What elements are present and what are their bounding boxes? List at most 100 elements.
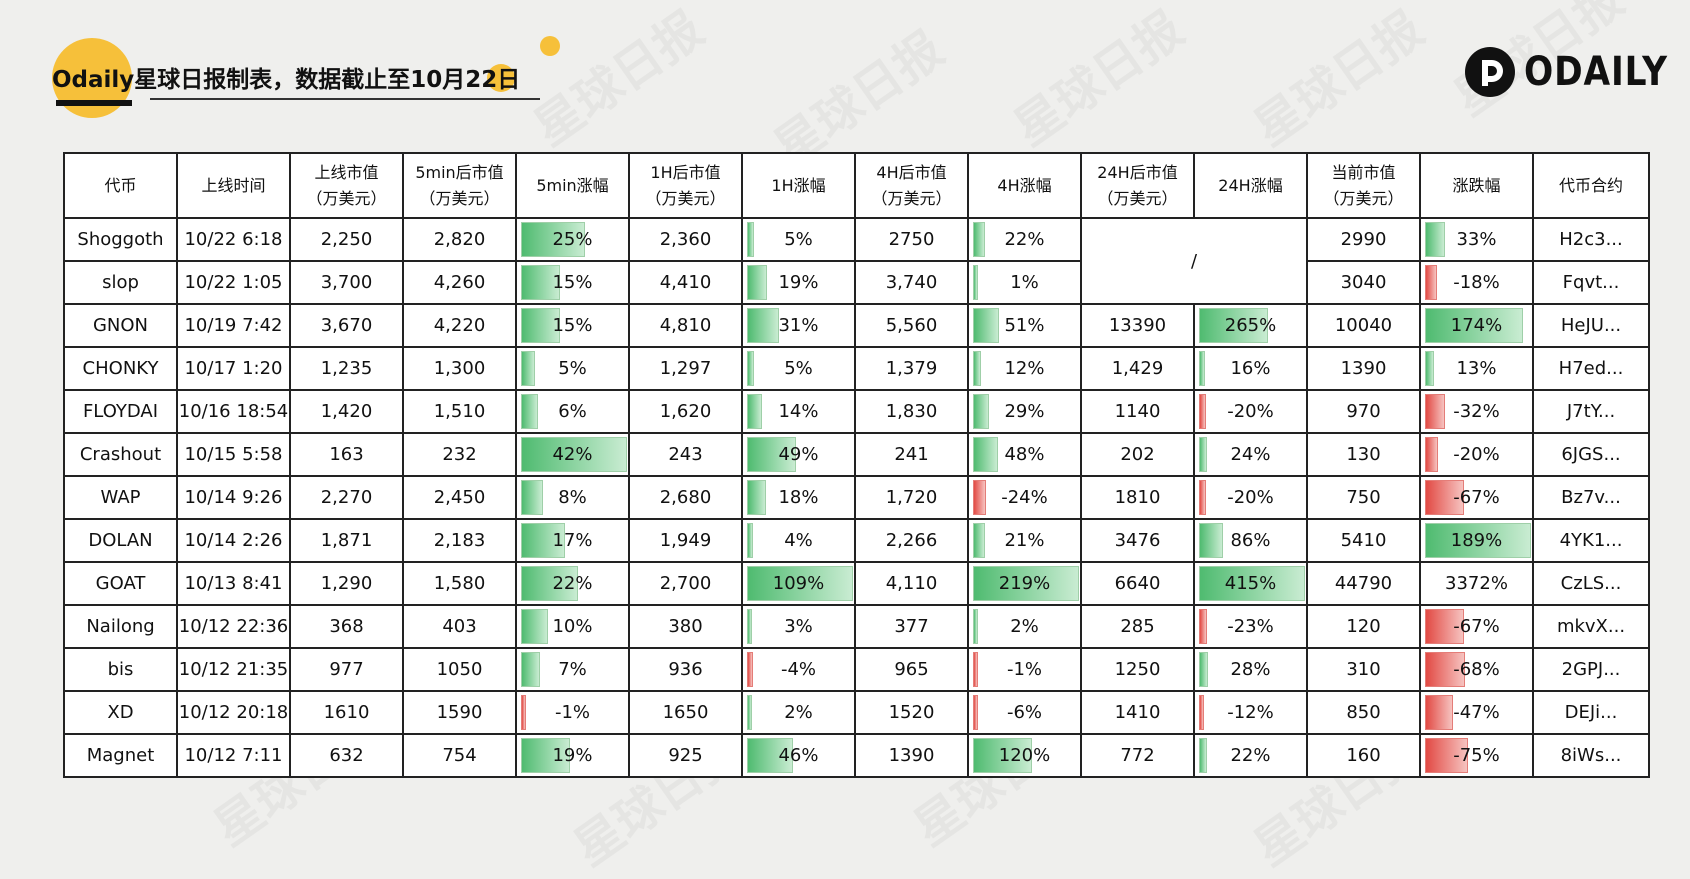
table-cell: 1,720 <box>854 475 969 520</box>
cell-value: 120% <box>998 745 1051 766</box>
table-cell: 13% <box>1419 346 1534 391</box>
column-header: 上线市值 （万美元） <box>289 152 404 219</box>
cell-value: 3040 <box>1340 272 1387 293</box>
header-accent-dot-small <box>540 36 560 56</box>
table-cell: 1,830 <box>854 389 969 434</box>
no-data-cell: / <box>1080 217 1308 305</box>
table-cell: 44790 <box>1306 561 1421 606</box>
negative-change-bar <box>1199 394 1207 429</box>
cell-value: 1,720 <box>885 487 938 508</box>
positive-change-bar <box>521 394 538 429</box>
cell-value: 1,871 <box>320 530 373 551</box>
table-cell: 120 <box>1306 604 1421 649</box>
positive-change-bar <box>747 351 754 386</box>
table-cell: 31% <box>741 303 856 348</box>
table-cell: 19% <box>741 260 856 305</box>
table-cell: mkvX... <box>1532 604 1650 649</box>
cell-value: 4,810 <box>659 315 712 336</box>
cell-value: 46% <box>778 745 819 766</box>
cell-value: 415% <box>1224 573 1277 594</box>
table-cell: 772 <box>1080 733 1195 778</box>
table-cell: CzLS... <box>1532 561 1650 606</box>
cell-value: 3,670 <box>320 315 373 336</box>
cell-value: 1590 <box>436 702 483 723</box>
negative-change-bar <box>973 652 978 687</box>
positive-change-bar <box>1425 308 1524 343</box>
cell-value: 1,297 <box>659 358 712 379</box>
cell-value: 51% <box>1004 315 1045 336</box>
positive-change-bar <box>747 609 752 644</box>
cell-value: 28% <box>1230 659 1271 680</box>
odaily-logo-icon <box>1465 47 1515 97</box>
table-cell: 965 <box>854 647 969 692</box>
cell-value: Nailong <box>86 616 155 637</box>
cell-value: 4,410 <box>659 272 712 293</box>
positive-change-bar <box>747 308 779 343</box>
cell-value: 33% <box>1456 229 1497 250</box>
cell-value: 48% <box>1004 444 1045 465</box>
cell-value: 7% <box>558 659 587 680</box>
cell-value: Fqvt... <box>1562 272 1620 293</box>
cell-value: 86% <box>1230 530 1271 551</box>
cell-value: 44790 <box>1334 573 1393 594</box>
table-cell: 22% <box>515 561 630 606</box>
table-cell: 2GPJ... <box>1532 647 1650 692</box>
cell-value: 19% <box>552 745 593 766</box>
cell-value: J7tY... <box>1566 401 1616 422</box>
table-cell: 10/19 7:42 <box>176 303 291 348</box>
table-cell: 1250 <box>1080 647 1195 692</box>
negative-change-bar <box>1425 738 1469 773</box>
negative-change-bar <box>1199 695 1205 730</box>
table-cell: 1810 <box>1080 475 1195 520</box>
cell-value: 850 <box>1346 702 1381 723</box>
negative-change-bar <box>747 652 753 687</box>
cell-value: 772 <box>1120 745 1155 766</box>
page-title: Odaily星球日报制表，数据截止至10月22日 <box>52 67 521 93</box>
table-cell: 17% <box>515 518 630 563</box>
cell-value: 6% <box>558 401 587 422</box>
cell-value: 13390 <box>1108 315 1167 336</box>
table-cell: 130 <box>1306 432 1421 477</box>
cell-value: 1,949 <box>659 530 712 551</box>
table-cell: 6JGS... <box>1532 432 1650 477</box>
table-cell: 1,580 <box>402 561 517 606</box>
cell-value: 4,220 <box>433 315 486 336</box>
positive-change-bar <box>1199 351 1206 386</box>
table-cell: GOAT <box>63 561 178 606</box>
table-cell: DEJi... <box>1532 690 1650 735</box>
cell-value: 4,260 <box>433 272 486 293</box>
table-cell: -23% <box>1193 604 1308 649</box>
column-header: 4H后市值 （万美元） <box>854 152 969 219</box>
table-cell: 1,871 <box>289 518 404 563</box>
positive-change-bar <box>747 480 767 515</box>
table-cell: 10/12 20:18 <box>176 690 291 735</box>
table-row: Nailong 10/12 22:36 368 403 10% 380 3% 377 2% 285… <box>63 604 1650 649</box>
table-cell: 163 <box>289 432 404 477</box>
table-cell: 12% <box>967 346 1082 391</box>
table-cell: 232 <box>402 432 517 477</box>
cell-value: 2,700 <box>659 573 712 594</box>
cell-value: 1810 <box>1114 487 1161 508</box>
table-cell: 1,949 <box>628 518 743 563</box>
table-cell: 1410 <box>1080 690 1195 735</box>
cell-value: 10/19 7:42 <box>184 315 283 336</box>
table-cell: 10/14 2:26 <box>176 518 291 563</box>
table-cell: -20% <box>1193 389 1308 434</box>
positive-change-bar <box>1199 523 1223 558</box>
table-cell: 377 <box>854 604 969 649</box>
cell-value: 243 <box>668 444 703 465</box>
cell-value: 4YK1... <box>1559 530 1623 551</box>
table-row: GNON 10/19 7:42 3,670 4,220 15% 4,810 31% 5,560… <box>63 303 1650 348</box>
column-header: 1H后市值 （万美元） <box>628 152 743 219</box>
table-cell: -24% <box>967 475 1082 520</box>
cell-value: HeJU... <box>1560 315 1622 336</box>
cell-value: 2,270 <box>320 487 373 508</box>
cell-value: 2GPJ... <box>1561 659 1621 680</box>
cell-value: 5410 <box>1340 530 1387 551</box>
cell-value: 970 <box>1346 401 1381 422</box>
positive-change-bar <box>973 394 989 429</box>
table-cell: 219% <box>967 561 1082 606</box>
positive-change-bar <box>973 523 985 558</box>
negative-change-bar <box>1425 437 1439 472</box>
